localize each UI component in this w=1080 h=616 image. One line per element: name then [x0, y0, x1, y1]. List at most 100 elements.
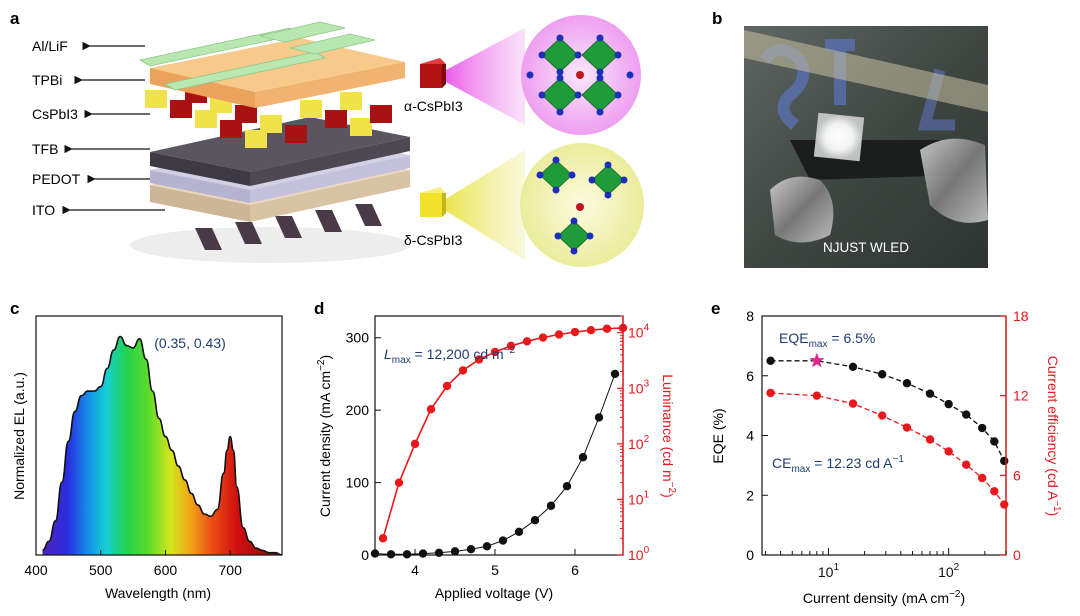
- luminance-point-6: [474, 355, 484, 364]
- panel-e-y-right-label: Current efficiency (cd A−1): [1045, 356, 1062, 517]
- current-density-point-2: [402, 550, 412, 559]
- luminance-point-1: [394, 478, 404, 487]
- luminance-point-14: [602, 324, 612, 333]
- current-efficiency-point-3: [877, 411, 887, 420]
- luminance-point-13: [586, 326, 596, 335]
- panel-b: b NJUST WLED: [712, 9, 988, 268]
- current-efficiency-point-1: [812, 391, 822, 400]
- layer-label-tpbi: TPBi: [32, 72, 62, 88]
- luminance-point-9: [522, 337, 532, 346]
- eqe-line: [770, 360, 1005, 462]
- current-density-point-12: [562, 481, 572, 491]
- current-efficiency-point-8: [977, 473, 987, 483]
- panel-b-label: b: [712, 9, 722, 28]
- luminance-point-4: [442, 381, 452, 391]
- current-density-point-6: [466, 545, 476, 554]
- eqe-point-8: [977, 423, 987, 433]
- eqe-max-star-marker: [809, 352, 825, 368]
- panel-d-x-tick-label-0: 4: [411, 562, 419, 578]
- current-density-point-15: [610, 369, 620, 379]
- panel-d-y-right-tick-label-0: 100: [628, 545, 650, 563]
- panel-c-label: c: [10, 299, 19, 318]
- panel-d-label: d: [314, 299, 324, 318]
- panel-e-x-tick-label-1: 102: [938, 562, 960, 580]
- luminance-point-3: [426, 405, 436, 414]
- panel-e-axes: 101 102 0 2 4 6 8 0 6 12 18: [746, 308, 1029, 580]
- panel-e-label: e: [711, 299, 720, 318]
- layer-label-pedot: PEDOT: [32, 171, 81, 187]
- luminance-point-2: [410, 439, 420, 449]
- panel-d: d 4 5 6 0 100 200 300 100 101 102 103 104 Lmax = 12…: [314, 299, 677, 601]
- panel-d-x-label: Applied voltage (V): [435, 585, 553, 601]
- panel-e-y-right-tick-label-3: 18: [1013, 308, 1029, 324]
- luminance-point-7: [490, 347, 500, 357]
- panel-d-y-left-label: Current density (mA cm−2): [316, 355, 333, 517]
- panel-c-x-tick-label-1: 500: [89, 562, 113, 578]
- luminance-point-0: [378, 534, 388, 543]
- current-density-point-1: [386, 550, 396, 559]
- alpha-phase-illustration: α-CsPbI3: [404, 15, 641, 135]
- delta-phase-illustration: δ-CsPbI3: [404, 143, 644, 267]
- layer-label-cspbi3: CsPbI3: [32, 106, 78, 122]
- luminance-point-12: [570, 327, 580, 337]
- luminance-point-8: [506, 341, 516, 351]
- current-density-point-9: [514, 527, 524, 537]
- panel-c-x-tick-label-3: 700: [219, 562, 243, 578]
- current-efficiency-point-6: [944, 447, 953, 456]
- photo-caption: NJUST WLED: [823, 240, 909, 255]
- panel-d-y-right-label: Luminance (cd m−2): [660, 374, 677, 497]
- eqe-max-annotation: EQEmax = 6.5%: [779, 330, 875, 350]
- panel-c-x-axis: 400 500 600 700: [24, 550, 242, 578]
- luminance-point-11: [554, 330, 564, 339]
- current-efficiency-point-4: [902, 423, 912, 432]
- current-density-point-10: [530, 516, 540, 525]
- cie-coordinates: (0.35, 0.43): [154, 335, 226, 351]
- current-efficiency-point-2: [848, 399, 858, 408]
- current-efficiency-line: [770, 392, 1005, 505]
- panel-d-y-right-tick-label-2: 102: [628, 434, 650, 452]
- panel-a: a Al/LiF TPBi CsPbI3 TFB PEDOT ITO: [10, 9, 644, 267]
- current-density-point-14: [594, 413, 604, 422]
- panel-e-y-left-tick-label-3: 6: [746, 368, 754, 384]
- layer-label-tfb: TFB: [32, 141, 58, 157]
- current-efficiency-point-9: [990, 487, 999, 496]
- eqe-point-4: [902, 379, 912, 388]
- panel-e-y-right-tick-label-1: 6: [1013, 467, 1021, 483]
- panel-d-axes: 4 5 6 0 100 200 300 100 101 102 103 104: [346, 315, 650, 578]
- panel-d-series: [370, 323, 628, 559]
- eqe-point-5: [925, 389, 935, 398]
- current-efficiency-point-0: [766, 388, 775, 398]
- panel-e-x-label: Current density (mA cm−2): [803, 589, 965, 606]
- ce-max-annotation: CEmax = 12.23 cd A−1: [772, 454, 904, 475]
- panel-e: e 101 102 0 2 4 6 8 0 6 12 18 EQEmax = 6.5% CEmax …: [710, 299, 1062, 606]
- current-density-point-11: [546, 501, 556, 510]
- current-density-point-4: [434, 548, 444, 558]
- panel-d-y-left-tick-label-3: 300: [346, 330, 370, 346]
- panel-e-x-tick-label-0: 101: [818, 562, 840, 580]
- el-spectrum-curve: [42, 335, 283, 556]
- current-efficiency-point-5: [925, 435, 935, 444]
- panel-d-y-right-tick-label-3: 103: [628, 378, 650, 396]
- luminance-point-10: [538, 333, 548, 342]
- eqe-point-2: [848, 362, 858, 371]
- panel-c-y-label: Normalized EL (a.u.): [11, 372, 27, 500]
- panel-d-y-right-tick-label-1: 101: [628, 489, 650, 507]
- current-density-point-8: [498, 536, 508, 545]
- current-density-point-13: [578, 453, 588, 462]
- panel-d-x-tick-label-1: 5: [491, 562, 499, 578]
- current-density-point-7: [482, 542, 492, 551]
- eqe-point-10: [1000, 456, 1009, 466]
- panel-c: c (0.35, 0.43) 400 500 600 700 Wavelength (…: [10, 299, 283, 601]
- delta-phase-label: δ-CsPbI3: [404, 232, 463, 248]
- panel-c-x-label: Wavelength (nm): [105, 585, 211, 601]
- panel-e-series: [766, 352, 1009, 509]
- layer-label-al-lif: Al/LiF: [32, 38, 68, 54]
- panel-e-y-left-label: EQE (%): [710, 408, 726, 463]
- layer-label-ito: ITO: [32, 202, 55, 218]
- panel-c-frame: [35, 315, 283, 556]
- panel-c-x-tick-label-2: 600: [154, 562, 178, 578]
- panel-d-y-left-tick-label-0: 0: [361, 547, 369, 563]
- panel-e-y-left-tick-label-4: 8: [746, 308, 754, 324]
- current-density-point-3: [418, 549, 428, 558]
